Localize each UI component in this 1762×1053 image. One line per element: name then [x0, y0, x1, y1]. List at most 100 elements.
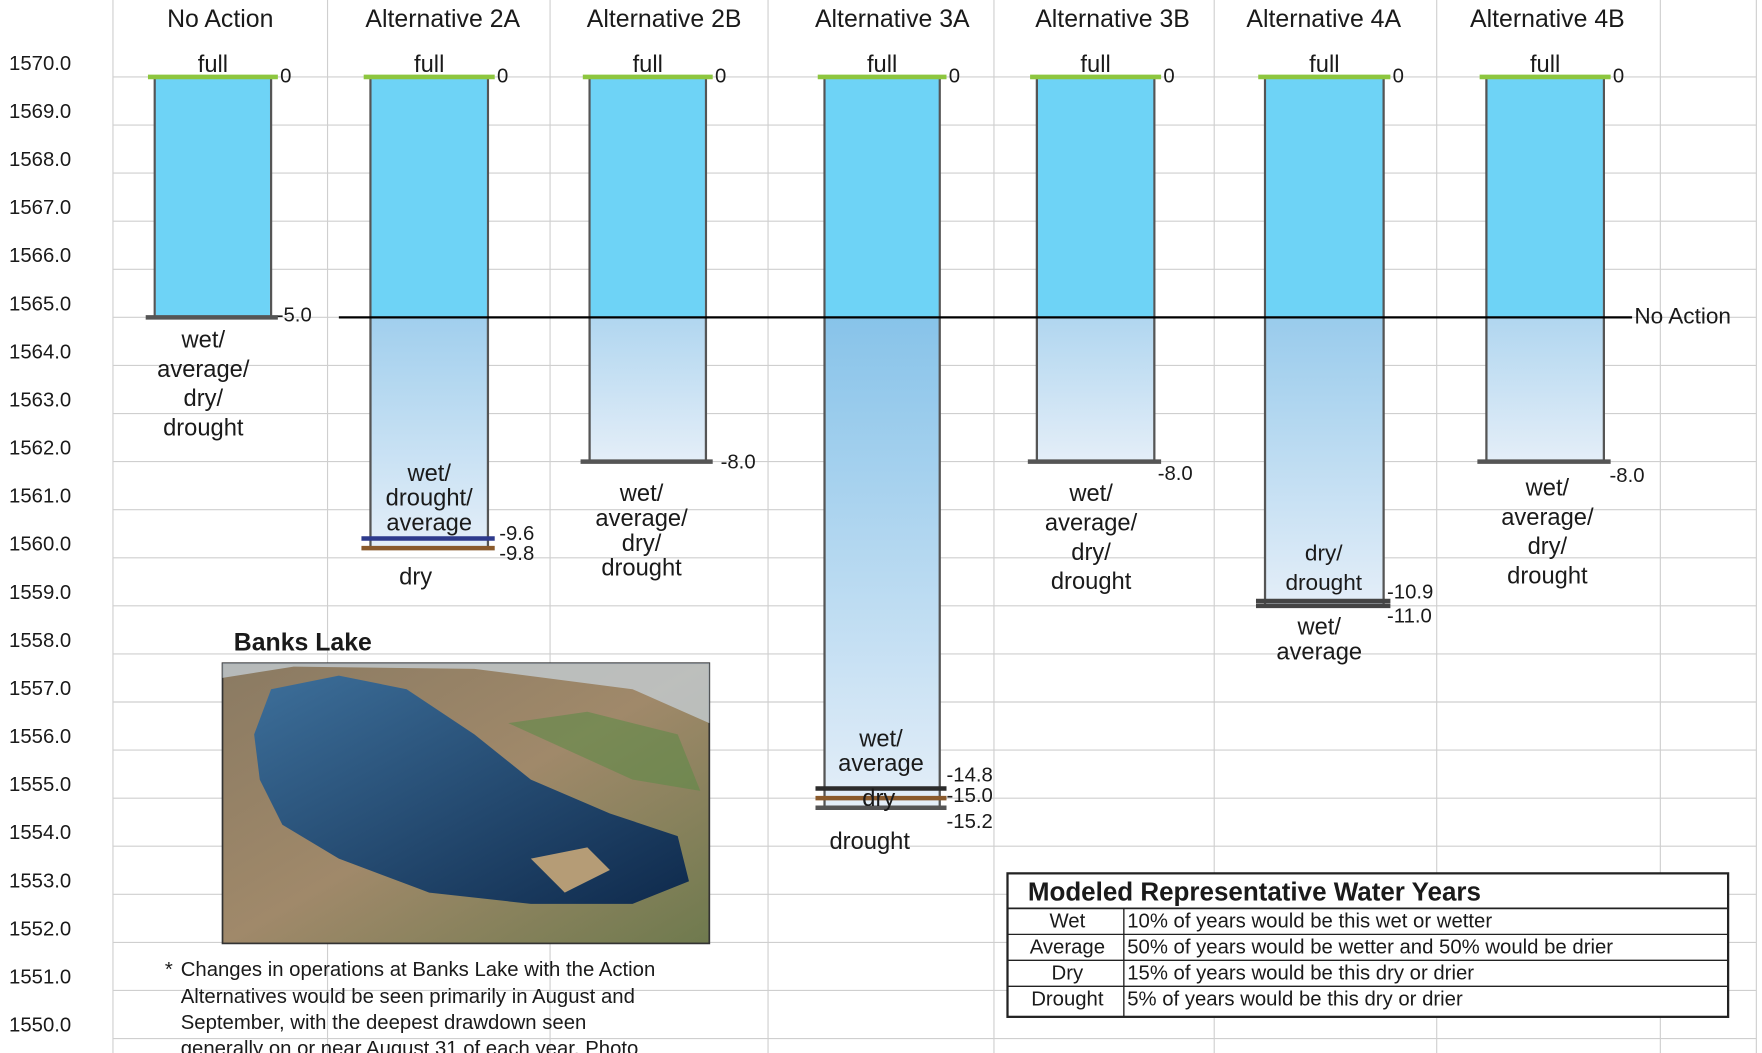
bar-upper: [825, 76, 939, 318]
value-label: -14.8: [947, 765, 993, 787]
full-label: full: [633, 52, 663, 78]
y-tick-label: 1564.0: [9, 341, 71, 363]
full-label: full: [1530, 52, 1560, 78]
y-tick-label: 1559.0: [9, 582, 71, 604]
reference-label: No Action: [1634, 303, 1731, 328]
top-value-label: 0: [280, 65, 291, 87]
condition-label: wet/: [1068, 481, 1113, 507]
value-label: -9.6: [499, 523, 534, 545]
condition-label: dry/: [184, 386, 224, 412]
value-label: -5.0: [277, 305, 312, 327]
value-label: -9.8: [499, 543, 534, 565]
footnote: generally on or near August 31 of each y…: [181, 1038, 639, 1053]
condition-label: wet/: [1525, 475, 1570, 501]
value-label: -8.0: [1610, 465, 1645, 487]
table-cell: Wet: [1049, 910, 1085, 932]
condition-label: drought: [1285, 570, 1362, 595]
y-tick-label: 1570.0: [9, 53, 71, 75]
y-tick-label: 1550.0: [9, 1015, 71, 1037]
full-label: full: [414, 52, 444, 78]
condition-label: average: [1276, 639, 1362, 665]
y-tick-label: 1551.0: [9, 966, 71, 988]
legend-table: Modeled Representative Water Years Wet 1…: [1006, 872, 1730, 1018]
table-cell: 5% of years would be this dry or drier: [1127, 988, 1463, 1010]
y-tick-label: 1556.0: [9, 726, 71, 748]
condition-label: average/: [1501, 505, 1594, 531]
y-tick-label: 1557.0: [9, 678, 71, 700]
table-cell: 15% of years would be this dry or drier: [1127, 962, 1474, 984]
condition-label: average: [838, 751, 924, 777]
category-label: Alternative 2B: [587, 6, 742, 33]
footnote-marker: *: [165, 959, 173, 981]
full-label: full: [1309, 52, 1339, 78]
condition-label: drought: [1051, 569, 1132, 595]
y-tick-label: 1562.0: [9, 438, 71, 460]
y-tick-label: 1566.0: [9, 245, 71, 267]
full-label: full: [867, 52, 897, 78]
y-tick-label: 1554.0: [9, 822, 71, 844]
category-label: Alternative 2A: [365, 6, 520, 33]
condition-label: drought/: [386, 486, 473, 512]
value-label: -15.0: [947, 785, 993, 807]
y-tick-label: 1565.0: [9, 293, 71, 315]
condition-label: wet/: [1296, 614, 1341, 640]
condition-label: drought: [163, 416, 244, 442]
y-tick-label: 1569.0: [9, 101, 71, 123]
photo-island: [530, 847, 610, 893]
condition-label: wet/: [619, 481, 664, 507]
top-value-label: 0: [949, 65, 960, 87]
condition-label: average/: [157, 357, 250, 383]
y-tick-label: 1555.0: [9, 774, 71, 796]
top-value-label: 0: [1613, 65, 1624, 87]
y-tick-label: 1563.0: [9, 389, 71, 411]
table-cell: 50% of years would be wetter and 50% wou…: [1127, 936, 1613, 958]
table-cell: 10% of years would be this wet or wetter: [1127, 910, 1492, 932]
full-label: full: [1080, 52, 1110, 78]
footnote: Alternatives would be seen primarily in …: [181, 986, 635, 1008]
condition-label: drought: [1507, 564, 1588, 590]
bar-upper: [155, 76, 270, 318]
bar-upper: [1266, 76, 1383, 318]
value-label: -15.2: [947, 811, 993, 833]
photo-lake: [254, 675, 689, 904]
photo-sky: [222, 663, 710, 724]
value-label: -11.0: [1387, 605, 1432, 627]
bar-upper: [371, 76, 487, 318]
table-cell: Average: [1030, 936, 1105, 958]
inset-title: Banks Lake: [234, 630, 372, 657]
category-label: Alternative 3A: [815, 6, 970, 33]
condition-label: dry/: [622, 531, 662, 557]
condition-label: wet/: [858, 726, 903, 752]
category-label: Alternative 4A: [1246, 6, 1401, 33]
y-tick-label: 1568.0: [9, 149, 71, 171]
category-label: Alternative 4B: [1470, 6, 1625, 33]
condition-label: dry/: [1305, 541, 1343, 566]
top-value-label: 0: [1163, 65, 1174, 87]
condition-label: wet/: [181, 327, 226, 353]
condition-label: dry: [862, 786, 895, 812]
condition-label: average/: [1045, 511, 1138, 537]
condition-label: drought: [829, 829, 910, 855]
bar-upper: [590, 76, 705, 318]
condition-label: average: [386, 511, 472, 537]
condition-label: wet/: [406, 461, 451, 487]
table-cell: Drought: [1031, 988, 1104, 1010]
footnote: September, with the deepest drawdown see…: [181, 1012, 587, 1034]
full-label: full: [198, 52, 228, 78]
photo: [221, 662, 711, 945]
y-tick-label: 1558.0: [9, 630, 71, 652]
value-label: -8.0: [721, 452, 756, 474]
category-label: Alternative 3B: [1035, 6, 1190, 33]
top-value-label: 0: [715, 65, 726, 87]
footnote: Changes in operations at Banks Lake with…: [181, 959, 656, 981]
table-cell: Dry: [1052, 962, 1084, 984]
condition-label: dry/: [1071, 540, 1111, 566]
y-tick-label: 1561.0: [9, 486, 71, 508]
category-label: No Action: [167, 6, 273, 33]
value-label: -10.9: [1387, 582, 1433, 604]
y-tick-label: 1552.0: [9, 918, 71, 940]
bar-upper: [1037, 76, 1154, 318]
condition-label: dry/: [1528, 534, 1568, 560]
top-value-label: 0: [1393, 65, 1404, 87]
